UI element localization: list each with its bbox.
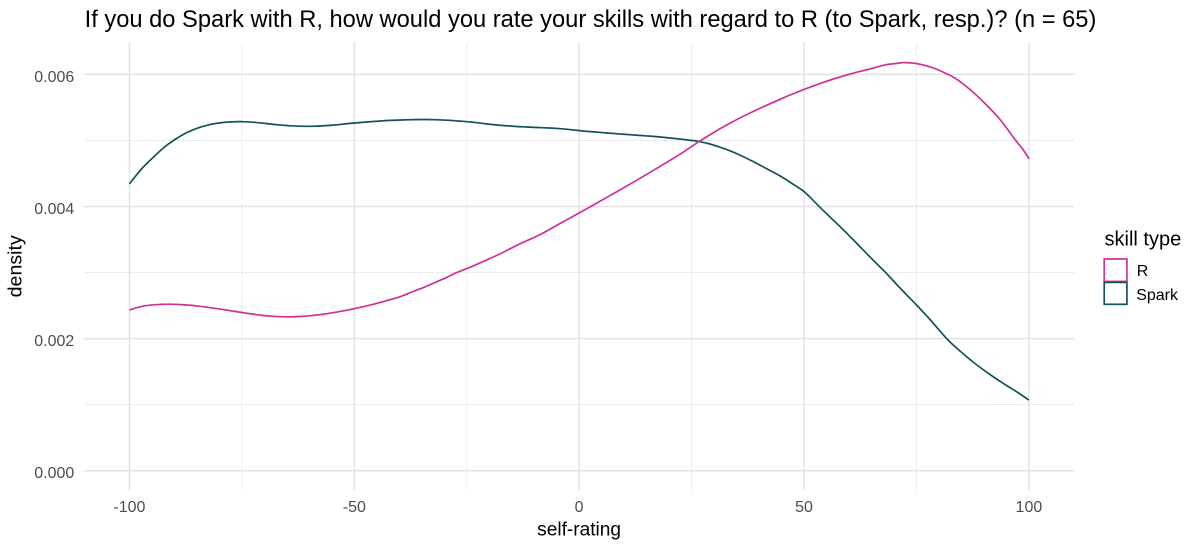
svg-text:0.002: 0.002 [34,333,74,350]
svg-text:R: R [1137,263,1149,280]
svg-text:density: density [5,235,27,297]
svg-text:-50: -50 [343,499,366,516]
svg-text:self-rating: self-rating [537,519,621,540]
svg-text:100: 100 [1016,499,1043,516]
svg-text:0.004: 0.004 [34,201,74,218]
svg-text:If you do Spark with R, how wo: If you do Spark with R, how would you ra… [85,7,1097,33]
svg-text:0.006: 0.006 [34,69,74,86]
svg-text:0: 0 [575,499,584,516]
svg-text:50: 50 [795,499,813,516]
svg-text:0.000: 0.000 [34,465,74,482]
svg-text:-100: -100 [113,499,145,516]
svg-text:skill type: skill type [1105,228,1182,250]
svg-text:Spark: Spark [1136,287,1179,304]
